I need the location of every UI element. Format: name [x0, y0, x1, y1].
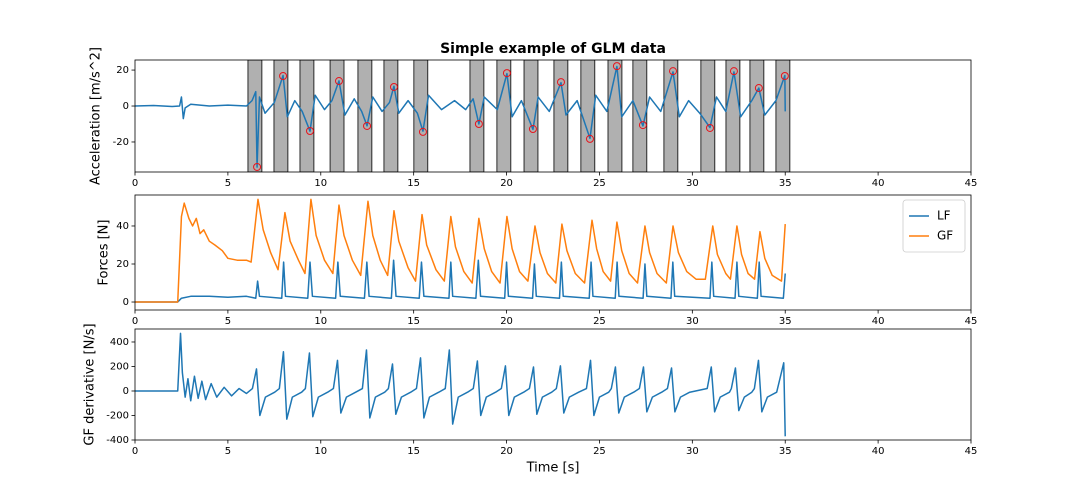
event-marker — [363, 121, 372, 130]
y-tick-label: 20 — [116, 259, 129, 270]
y-tick-label: -400 — [106, 435, 129, 446]
event-marker — [279, 72, 288, 80]
event-marker — [389, 82, 398, 91]
shaded-region — [299, 60, 315, 172]
line-series — [135, 65, 786, 168]
x-tick-label: 45 — [965, 178, 978, 189]
x-tick-label: 10 — [314, 178, 327, 189]
shaded-region — [749, 60, 765, 172]
x-tick-label: 15 — [407, 446, 420, 457]
event-marker — [638, 121, 647, 130]
event-marker — [669, 67, 678, 76]
line-series — [135, 332, 786, 437]
x-tick-label: 0 — [132, 316, 138, 327]
y-axis-label: GF derivative [N/s] — [83, 323, 98, 445]
line-series — [135, 259, 786, 303]
y-axis-label: Forces [N] — [97, 220, 112, 286]
x-tick-label: 30 — [686, 316, 699, 327]
shaded-region — [496, 60, 512, 172]
event-marker — [556, 78, 565, 87]
x-tick-label: 25 — [593, 316, 606, 327]
x-tick-label: 40 — [872, 446, 885, 457]
y-tick-label: 0 — [123, 386, 129, 397]
x-tick-label: 25 — [593, 446, 606, 457]
x-tick-label: 0 — [132, 446, 138, 457]
event-marker — [253, 162, 262, 171]
axes-frame — [134, 59, 972, 173]
x-tick-label: 45 — [965, 446, 978, 457]
axes-frame — [134, 328, 972, 441]
x-tick-label: 0 — [132, 178, 138, 189]
y-tick-label: 400 — [110, 337, 129, 348]
legend-box — [902, 199, 966, 253]
y-tick-label: -20 — [113, 137, 129, 148]
y-tick-label: 200 — [110, 361, 129, 372]
x-tick-label: 25 — [593, 178, 606, 189]
x-tick-label: 20 — [500, 316, 513, 327]
event-marker — [585, 134, 594, 143]
y-axis-label: Acceleration [m/s^2] — [89, 47, 104, 185]
event-marker — [729, 67, 738, 76]
shaded-region — [523, 60, 539, 172]
shaded-region — [580, 60, 596, 172]
y-tick-label: -200 — [106, 410, 129, 421]
x-tick-label: 10 — [314, 446, 327, 457]
x-tick-label: 30 — [686, 446, 699, 457]
event-marker — [528, 125, 537, 134]
chart-title: Simple example of GLM data — [440, 41, 666, 57]
x-tick-label: 35 — [779, 178, 792, 189]
event-marker — [502, 69, 511, 78]
y-tick-label: 0 — [123, 297, 129, 308]
shaded-region — [632, 60, 648, 172]
event-marker — [612, 62, 621, 71]
x-tick-label: 15 — [407, 178, 420, 189]
x-tick-label: 40 — [872, 178, 885, 189]
shaded-region — [383, 60, 399, 172]
event-marker — [705, 123, 714, 132]
x-tick-label: 35 — [779, 446, 792, 457]
shaded-region — [413, 60, 429, 172]
event-marker — [754, 84, 763, 93]
shaded-region — [273, 60, 289, 172]
x-tick-label: 35 — [779, 316, 792, 327]
axes-frame — [134, 194, 972, 311]
event-marker — [474, 120, 483, 128]
plot-area — [135, 198, 786, 303]
shaded-region — [553, 60, 569, 172]
line-series — [135, 198, 786, 303]
legend-label: GF — [937, 229, 953, 243]
x-tick-label: 20 — [500, 178, 513, 189]
plot-area — [135, 332, 786, 437]
x-tick-label: 40 — [872, 316, 885, 327]
shaded-region — [247, 60, 263, 172]
event-marker — [780, 72, 789, 80]
legend-label: LF — [937, 209, 951, 223]
shaded-region — [329, 60, 345, 172]
x-tick-label: 30 — [686, 178, 699, 189]
x-tick-label: 45 — [965, 316, 978, 327]
x-tick-label: 20 — [500, 446, 513, 457]
event-marker — [418, 127, 427, 136]
x-tick-label: 5 — [225, 446, 231, 457]
y-tick-label: 0 — [123, 101, 129, 112]
x-axis-label: Time [s] — [526, 461, 580, 476]
y-tick-label: 40 — [116, 221, 129, 232]
event-marker — [334, 77, 343, 86]
x-tick-label: 5 — [225, 178, 231, 189]
event-marker — [306, 127, 315, 136]
shaded-region — [357, 60, 373, 172]
y-tick-label: 20 — [116, 65, 129, 76]
x-tick-label: 15 — [407, 316, 420, 327]
x-tick-label: 5 — [225, 316, 231, 327]
x-tick-label: 10 — [314, 316, 327, 327]
plot-area — [135, 60, 791, 172]
shaded-region — [775, 60, 791, 172]
